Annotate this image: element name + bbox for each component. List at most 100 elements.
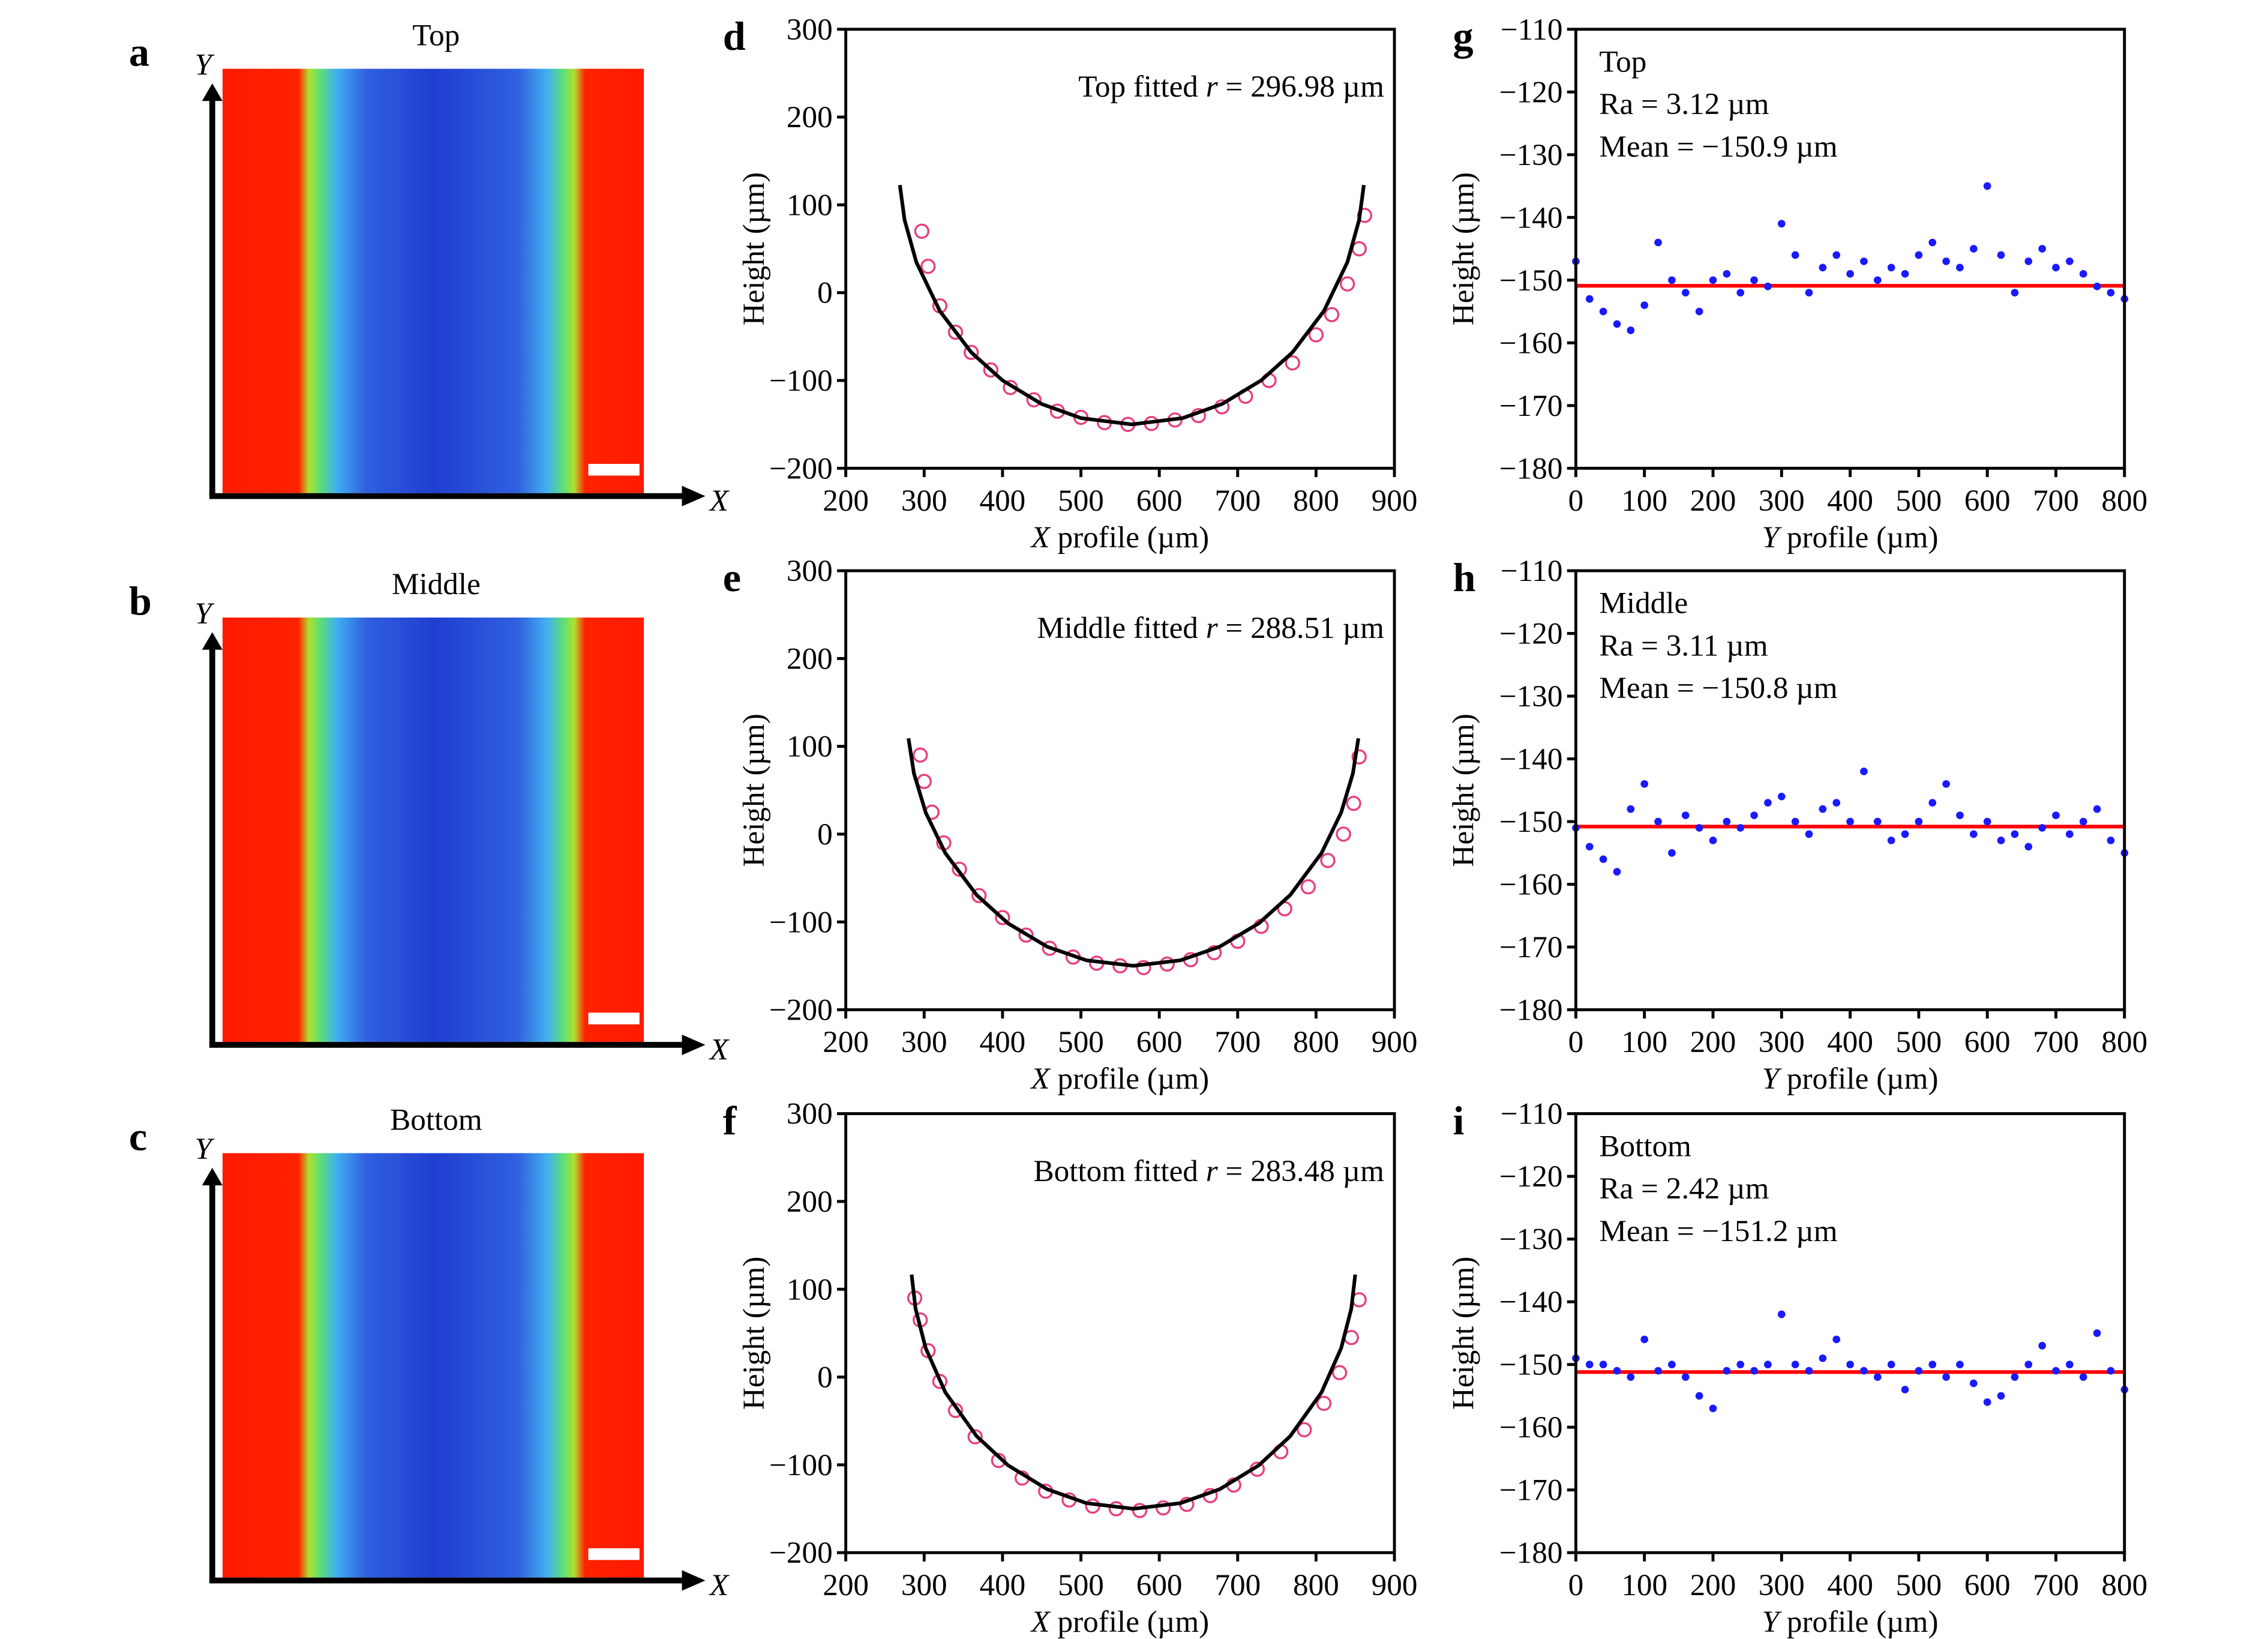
data-point bbox=[1901, 830, 1909, 838]
x-tick-label: 700 bbox=[1214, 1025, 1261, 1059]
data-point bbox=[1723, 1367, 1731, 1375]
data-point bbox=[1791, 817, 1799, 826]
data-point bbox=[1681, 289, 1690, 297]
data-point bbox=[947, 324, 964, 340]
annotation: Mean = −151.2 µm bbox=[1599, 1214, 1837, 1248]
data-point bbox=[2011, 1373, 2019, 1381]
x-tick-label: 700 bbox=[1214, 484, 1261, 518]
data-point bbox=[1997, 251, 2005, 259]
y-arrow-head bbox=[202, 83, 223, 101]
x-tick-label: 300 bbox=[1759, 1025, 1805, 1059]
plot-frame bbox=[844, 28, 1396, 470]
annotation: Bottom fitted r = 283.48 µm bbox=[1033, 1154, 1384, 1188]
text-span: Y bbox=[1762, 520, 1783, 555]
text-span: X bbox=[1030, 1605, 1051, 1639]
x-tick-label: 0 bbox=[1568, 484, 1584, 518]
data-point bbox=[1316, 1395, 1332, 1412]
data-point bbox=[1915, 251, 1923, 259]
x-tick-label: 800 bbox=[2101, 1025, 2147, 1059]
text-span: = 296.98 µm bbox=[1218, 70, 1385, 104]
data-point bbox=[1723, 269, 1731, 278]
data-point bbox=[1668, 1361, 1676, 1368]
data-point bbox=[2066, 257, 2074, 265]
x-tick-label: 700 bbox=[2033, 1568, 2079, 1602]
panel-letter: a bbox=[129, 29, 149, 75]
panel-title: Top bbox=[412, 19, 460, 53]
data-point bbox=[2107, 1367, 2115, 1375]
data-point bbox=[1750, 811, 1758, 819]
data-point bbox=[1156, 1500, 1171, 1516]
y-tick-label: 200 bbox=[787, 642, 833, 676]
y-arrow-head bbox=[202, 632, 223, 650]
y-tick-label: −180 bbox=[1499, 451, 1563, 486]
y-tick-label: 0 bbox=[817, 276, 833, 310]
x-arrow-head bbox=[682, 486, 706, 507]
data-point bbox=[920, 259, 936, 274]
data-point bbox=[1956, 1361, 1964, 1368]
data-point bbox=[1695, 824, 1703, 832]
data-point bbox=[963, 344, 979, 360]
x-tick-label: 500 bbox=[1896, 1568, 1942, 1602]
data-point bbox=[1654, 1367, 1662, 1375]
data-point bbox=[1805, 289, 1813, 297]
data-point bbox=[1695, 1392, 1703, 1400]
panel-letter: b bbox=[129, 578, 152, 624]
x-tick-label: 900 bbox=[1372, 484, 1418, 518]
y-tick-label: −200 bbox=[769, 451, 833, 486]
y-tick-label: −140 bbox=[1499, 1285, 1563, 1319]
x-tick-label: 700 bbox=[1214, 1568, 1261, 1602]
data-point bbox=[1860, 768, 1868, 775]
data-point bbox=[2038, 245, 2046, 253]
y-tick-label: −130 bbox=[1499, 679, 1563, 714]
x-axis-label: X profile (µm) bbox=[1030, 520, 1209, 555]
text-span: profile (µm) bbox=[1779, 1605, 1938, 1639]
y-tick-label: −100 bbox=[769, 1448, 833, 1482]
data-point bbox=[2093, 282, 2101, 290]
data-point bbox=[1805, 830, 1813, 838]
text-span: r bbox=[1206, 1154, 1219, 1188]
plot-frame bbox=[1574, 28, 2126, 470]
annotation: Mean = −150.9 µm bbox=[1599, 130, 1837, 164]
data-point bbox=[1983, 817, 1991, 826]
data-point bbox=[983, 362, 998, 378]
data-point bbox=[995, 910, 1010, 925]
data-point bbox=[1956, 263, 1964, 272]
data-point bbox=[2079, 1373, 2087, 1381]
scale-bar bbox=[588, 463, 640, 476]
height-map bbox=[222, 618, 644, 1042]
x-tick-label: 300 bbox=[1759, 484, 1805, 518]
data-point bbox=[1585, 295, 1594, 303]
scale-bar bbox=[588, 1012, 640, 1024]
data-point bbox=[1791, 251, 1799, 259]
data-point bbox=[1627, 1373, 1635, 1381]
scale-bar bbox=[588, 1548, 640, 1560]
data-point bbox=[1983, 1398, 1991, 1406]
x-tick-label: 300 bbox=[901, 1025, 947, 1059]
y-tick-label: 0 bbox=[817, 817, 833, 852]
panel-letter: i bbox=[1453, 1098, 1465, 1143]
text-span: profile (µm) bbox=[1779, 1062, 1938, 1096]
data-point bbox=[1915, 1367, 1923, 1375]
data-point bbox=[1346, 795, 1361, 811]
data-point bbox=[1956, 811, 1964, 819]
x-tick-label: 500 bbox=[1058, 1025, 1104, 1059]
y-tick-label: −160 bbox=[1499, 868, 1563, 902]
x-tick-label: 0 bbox=[1568, 1025, 1584, 1059]
x-tick-label: 200 bbox=[1690, 1568, 1736, 1602]
data-point bbox=[1026, 392, 1042, 407]
data-point bbox=[1791, 1361, 1799, 1368]
data-point bbox=[1860, 1367, 1868, 1375]
text-span: r bbox=[1206, 70, 1219, 104]
data-point bbox=[1764, 799, 1772, 807]
x-axis-label: Y profile (µm) bbox=[1762, 520, 1939, 555]
y-tick-label: −160 bbox=[1499, 326, 1563, 360]
data-point bbox=[1819, 805, 1827, 813]
data-point bbox=[2052, 1367, 2060, 1375]
x-tick-label: 600 bbox=[1964, 1568, 2011, 1602]
plot-frame bbox=[844, 569, 1396, 1011]
y-tick-label: −160 bbox=[1499, 1410, 1563, 1445]
plot-frame bbox=[844, 1112, 1396, 1554]
data-point bbox=[1351, 749, 1367, 765]
annotation: Top bbox=[1599, 44, 1646, 79]
